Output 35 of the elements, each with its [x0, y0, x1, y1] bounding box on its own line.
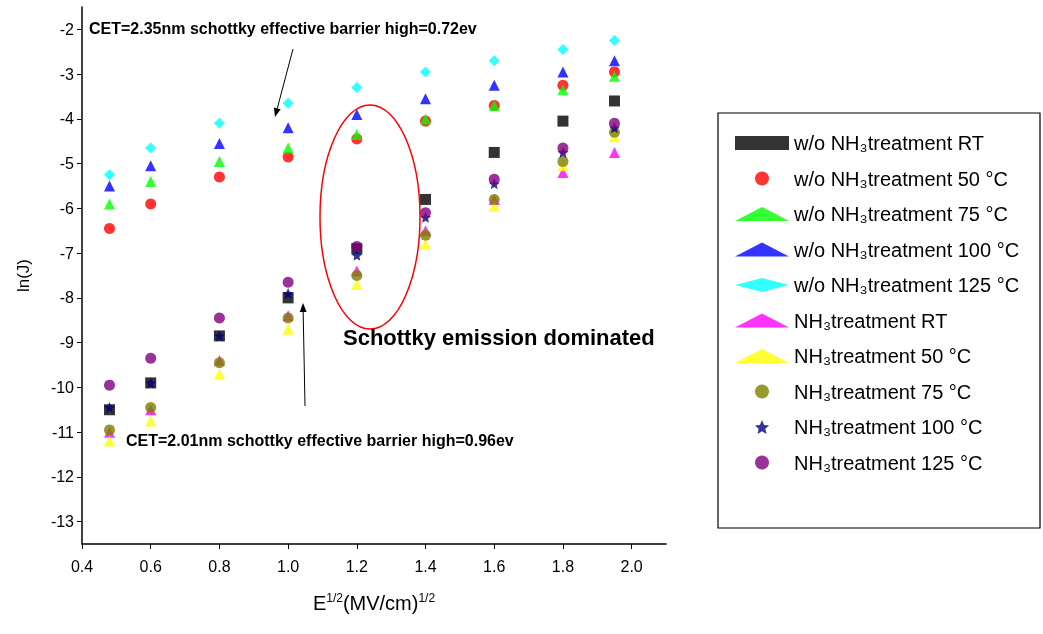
- annotation: CET=2.35nm schottky effective barrier high=0.72ev: [89, 19, 477, 37]
- legend-label: NH₃treatment 75 °C: [794, 380, 972, 403]
- y-tick-label: -7: [59, 244, 75, 262]
- annotation: Schottky emission dominated: [343, 325, 655, 351]
- y-tick-label: -11: [52, 423, 75, 441]
- legend-label: NH₃treatment RT: [794, 309, 948, 332]
- x-tick-label: 0.6: [139, 557, 162, 575]
- legend-label: w/o NH₃treatment 50 °C: [793, 167, 1008, 190]
- y-tick-label: -5: [59, 155, 75, 173]
- x-tick-label: 0.4: [70, 557, 94, 575]
- legend-label: w/o NH₃treatment 100 °C: [793, 238, 1020, 261]
- legend-label: w/o NH₃treatment 75 °C: [793, 203, 1008, 225]
- legend-label: w/o NH₃treatment 125 °C: [793, 274, 1020, 296]
- y-tick-label: -3: [59, 65, 75, 83]
- y-tick-label: -4: [59, 110, 75, 128]
- y-tick-label: -13: [50, 513, 75, 531]
- y-axis-title: ln(J): [14, 258, 33, 293]
- legend-label: NH₃treatment 50 °C: [794, 345, 972, 367]
- legend-label: NH₃treatment 125 °C: [794, 451, 983, 474]
- legend-label: NH₃treatment 100 °C: [794, 416, 983, 438]
- x-tick-label: 1.2: [345, 557, 369, 575]
- y-tick-label: -10: [50, 378, 75, 396]
- x-tick-label: 0.8: [208, 557, 231, 575]
- x-tick-label: 1.4: [414, 557, 437, 575]
- y-tick-label: -12: [50, 468, 75, 486]
- x-tick-label: 1.8: [551, 557, 575, 575]
- legend-label: w/o NH₃treatment RT: [793, 132, 985, 154]
- y-tick-label: -9: [59, 334, 75, 352]
- x-tick-label: 2.0: [620, 557, 643, 575]
- x-tick-label: 1.6: [483, 557, 506, 575]
- y-tick-label: -8: [59, 289, 75, 307]
- y-tick-label: -2: [59, 20, 75, 38]
- y-tick-label: -6: [59, 199, 75, 217]
- x-tick-label: 1.0: [276, 557, 300, 575]
- annotation: CET=2.01nm schottky effective barrier high=0.96ev: [126, 431, 514, 449]
